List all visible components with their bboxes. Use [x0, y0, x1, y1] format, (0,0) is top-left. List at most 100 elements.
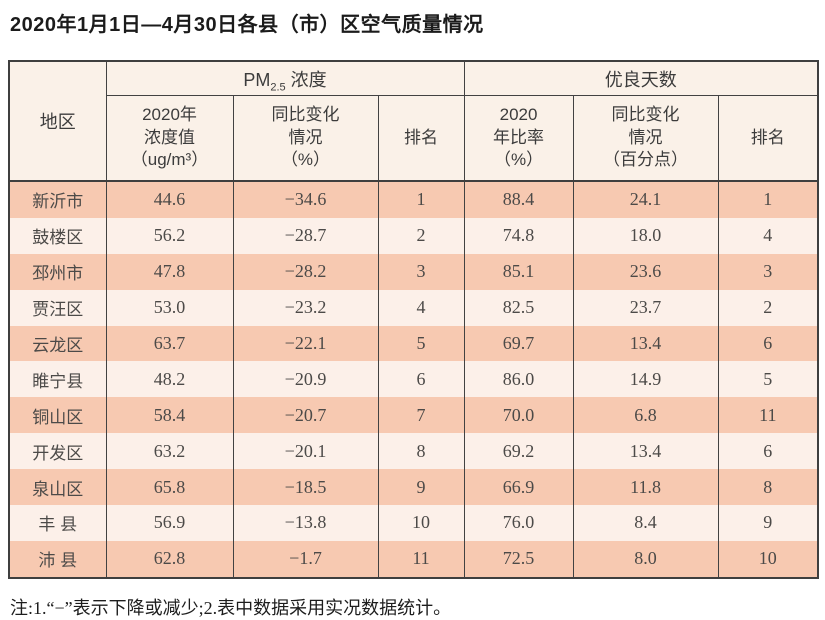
pm-change-cell: −18.5 — [232, 469, 379, 506]
header-line: （%） — [280, 150, 331, 170]
table-row: 鼓楼区 56.2 −28.7 2 74.8 18.0 4 — [8, 217, 819, 254]
pm-change-cell: −28.2 — [232, 253, 379, 290]
good-rank-cell: 5 — [717, 361, 819, 398]
pm-rank-cell: 4 — [377, 289, 465, 326]
pm-value-cell: 58.4 — [105, 397, 234, 434]
header-line: 浓度值 — [144, 127, 195, 147]
region-cell: 开发区 — [8, 433, 107, 470]
table-row: 睢宁县 48.2 −20.9 6 86.0 14.9 5 — [8, 361, 819, 398]
pm-value-cell: 65.8 — [105, 469, 234, 506]
pm-change-cell: −13.8 — [232, 505, 379, 541]
column-header-pm-value: 2020年 浓度值 （ug/m³） — [105, 95, 234, 182]
pm-change-cell: −20.7 — [232, 397, 379, 434]
region-cell: 新沂市 — [8, 181, 107, 218]
good-rank-cell: 10 — [717, 540, 819, 578]
pm-value-cell: 63.2 — [105, 433, 234, 470]
good-rank-cell: 4 — [717, 217, 819, 254]
region-cell: 沛 县 — [8, 540, 107, 578]
pm-change-cell: −28.7 — [232, 217, 379, 254]
pm-value-cell: 53.0 — [105, 289, 234, 326]
pm-rank-cell: 2 — [377, 217, 465, 254]
good-rate-cell: 88.4 — [463, 181, 574, 218]
header-line: 2020 — [499, 105, 538, 125]
good-rate-cell: 82.5 — [463, 289, 574, 326]
header-line: 同比变化 — [611, 105, 680, 125]
pm-change-cell: −34.6 — [232, 181, 379, 218]
pm-change-cell: −20.1 — [232, 433, 379, 470]
region-cell: 云龙区 — [8, 325, 107, 362]
good-rank-cell: 2 — [717, 289, 819, 326]
good-change-cell: 14.9 — [572, 361, 719, 398]
pm-rank-cell: 1 — [377, 181, 465, 218]
table-row: 泉山区 65.8 −18.5 9 66.9 11.8 8 — [8, 469, 819, 506]
header-line: 2020年 — [142, 105, 197, 125]
air-quality-table: 地区 PM2.5 浓度 优良天数 2020年 浓度值 （ug/m³） 同比变化 … — [8, 60, 820, 579]
column-header-good-rate: 2020 年比率 （%） — [463, 95, 574, 182]
column-header-pm-rank: 排名 — [377, 95, 465, 182]
header-line: （百分点） — [603, 150, 689, 170]
pm-rank-cell: 9 — [377, 469, 465, 506]
pm-value-cell: 44.6 — [105, 181, 234, 218]
pm-change-cell: −1.7 — [232, 540, 379, 578]
header-line: 排名 — [404, 127, 439, 147]
table-row: 邳州市 47.8 −28.2 3 85.1 23.6 3 — [8, 253, 819, 290]
pm-value-cell: 62.8 — [105, 540, 234, 578]
region-cell: 丰 县 — [8, 505, 107, 541]
good-change-cell: 8.4 — [572, 505, 719, 541]
pm-change-cell: −20.9 — [232, 361, 379, 398]
good-change-cell: 13.4 — [572, 325, 719, 362]
table-body: 新沂市 44.6 −34.6 1 88.4 24.1 1 鼓楼区 56.2 −2… — [8, 181, 819, 578]
header-line: （ug/m³） — [130, 150, 209, 170]
pm-value-cell: 56.2 — [105, 217, 234, 254]
table-row: 丰 县 56.9 −13.8 10 76.0 8.4 9 — [8, 505, 819, 541]
column-header-good-rank: 排名 — [717, 95, 819, 182]
pm-change-cell: −22.1 — [232, 325, 379, 362]
header-line: 年比率 — [493, 127, 545, 147]
pm25-label-prefix: PM — [243, 69, 271, 90]
good-change-cell: 11.8 — [572, 469, 719, 506]
pm25-label-subscript: 2.5 — [270, 81, 286, 94]
pm-value-cell: 56.9 — [105, 505, 234, 541]
good-rank-cell: 6 — [717, 325, 819, 362]
good-rank-cell: 11 — [717, 397, 819, 434]
table-row: 新沂市 44.6 −34.6 1 88.4 24.1 1 — [8, 181, 819, 218]
good-change-cell: 6.8 — [572, 397, 719, 434]
column-header-good-change: 同比变化 情况 （百分点） — [572, 95, 719, 182]
header-line: 情况 — [628, 127, 663, 147]
good-rate-cell: 85.1 — [463, 253, 574, 290]
region-cell: 泉山区 — [8, 469, 107, 506]
column-header-pm-change: 同比变化 情况 （%） — [232, 95, 379, 182]
region-cell: 邳州市 — [8, 253, 107, 290]
good-change-cell: 23.6 — [572, 253, 719, 290]
pm25-label-suffix: 浓度 — [285, 69, 327, 90]
table-row: 开发区 63.2 −20.1 8 69.2 13.4 6 — [8, 433, 819, 470]
good-change-cell: 23.7 — [572, 289, 719, 326]
good-rate-cell: 70.0 — [463, 397, 574, 434]
pm-change-cell: −23.2 — [232, 289, 379, 326]
good-change-cell: 24.1 — [572, 181, 719, 218]
group-header-row: 地区 PM2.5 浓度 优良天数 — [8, 61, 819, 182]
region-cell: 铜山区 — [8, 397, 107, 434]
pm-rank-cell: 7 — [377, 397, 465, 434]
pm-rank-cell: 8 — [377, 433, 465, 470]
table-header: 地区 PM2.5 浓度 优良天数 2020年 浓度值 （ug/m³） 同比变化 … — [8, 61, 819, 182]
table-row: 沛 县 62.8 −1.7 11 72.5 8.0 10 — [8, 540, 819, 578]
column-header-region: 地区 — [8, 61, 107, 182]
good-rate-cell: 74.8 — [463, 217, 574, 254]
pm-rank-cell: 6 — [377, 361, 465, 398]
footnote: 注:1.“−”表示下降或减少;2.表中数据采用实况数据统计。 — [10, 597, 452, 618]
good-rate-cell: 72.5 — [463, 540, 574, 578]
table-row: 云龙区 63.7 −22.1 5 69.7 13.4 6 — [8, 325, 819, 362]
pm-rank-cell: 3 — [377, 253, 465, 290]
pm-value-cell: 63.7 — [105, 325, 234, 362]
table-row: 贾汪区 53.0 −23.2 4 82.5 23.7 2 — [8, 289, 819, 326]
header-line: 情况 — [288, 127, 323, 147]
pm-value-cell: 48.2 — [105, 361, 234, 398]
good-change-cell: 18.0 — [572, 217, 719, 254]
table-row: 铜山区 58.4 −20.7 7 70.0 6.8 11 — [8, 397, 819, 434]
pm-value-cell: 47.8 — [105, 253, 234, 290]
page-title: 2020年1月1日—4月30日各县（市）区空气质量情况 — [10, 14, 484, 36]
pm-rank-cell: 11 — [377, 540, 465, 578]
column-group-good-days: 优良天数 — [463, 61, 819, 96]
